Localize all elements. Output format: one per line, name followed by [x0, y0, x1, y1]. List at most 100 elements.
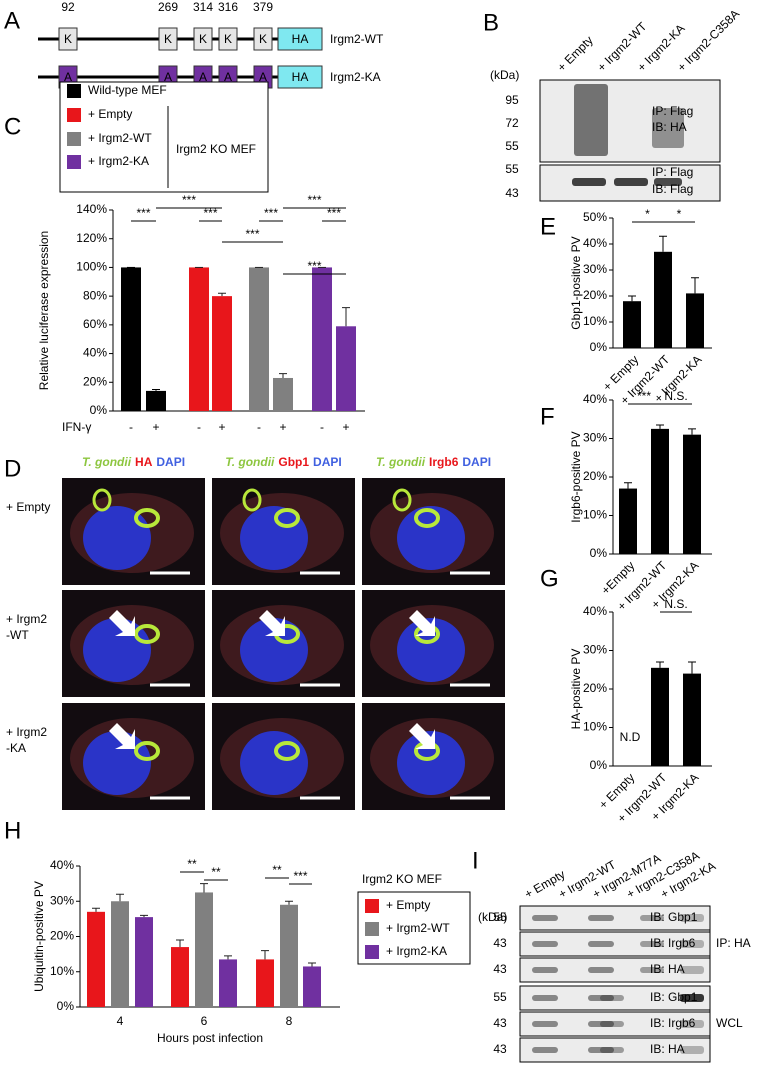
ha-tag-label: HA [292, 32, 309, 46]
parasite [242, 488, 262, 512]
bar [135, 917, 153, 1007]
y-tick-label: 30% [583, 431, 607, 445]
error-bar [152, 388, 160, 391]
blot-band [588, 915, 614, 921]
column-header-part: T. gondii [82, 455, 132, 469]
blot-band [680, 994, 704, 1002]
column-header: T. gondii Irgb6 DAPI [376, 455, 491, 469]
y-tick-label: 40% [583, 236, 607, 250]
annotation: *** [136, 206, 150, 220]
marker-label: 43 [493, 1016, 507, 1030]
legend-swatch [67, 132, 81, 146]
bar [312, 267, 332, 411]
bar [111, 901, 129, 1007]
parasite [414, 508, 440, 528]
error-bar [628, 295, 636, 302]
error-bar [624, 482, 632, 489]
error-bar [688, 661, 696, 674]
blot [539, 79, 721, 163]
y-tick-label: 60% [83, 317, 107, 331]
marker-label: 43 [493, 1042, 507, 1056]
residue-number: 92 [61, 0, 75, 14]
arrow [409, 723, 435, 749]
nucleus [83, 506, 151, 570]
annotation: ** [272, 863, 282, 877]
nucleus [240, 618, 308, 682]
arrow [409, 610, 435, 636]
bar [619, 488, 637, 554]
error-bar [285, 900, 293, 905]
residue-letter: A [64, 70, 72, 84]
blot-band [680, 1020, 704, 1028]
column-header: T. gondii Gbp1 DAPI [225, 455, 341, 469]
annotation: * [645, 207, 650, 221]
legend-swatch [365, 899, 379, 913]
column-header-part: DAPI [313, 455, 342, 469]
panel-label: E [540, 213, 556, 240]
blot-band [640, 915, 664, 921]
blot-band [532, 995, 558, 1001]
x-tick-label: 8 [286, 1014, 293, 1028]
bar [146, 390, 166, 411]
y-tick-label: 10% [50, 964, 74, 978]
residue-letter: K [64, 32, 72, 46]
error-bar [308, 962, 316, 967]
bar [249, 267, 269, 411]
x-tick-label: - [129, 420, 133, 434]
y-tick-label: 20% [583, 288, 607, 302]
residue-number: 316 [218, 0, 238, 14]
error-bar [691, 277, 699, 294]
bar [336, 326, 356, 411]
annotation: *** [293, 869, 307, 883]
error-bar [116, 893, 124, 902]
y-axis-label: HA-positive PV [569, 649, 583, 730]
blot-band [680, 914, 704, 922]
y-tick-label: 40% [583, 604, 607, 618]
y-tick-label: 40% [583, 392, 607, 406]
parasite [274, 508, 300, 528]
annotation: *** [264, 206, 278, 220]
y-tick-label: 20% [50, 929, 74, 943]
bar [654, 251, 672, 348]
y-axis-label: Irgb6-positive PV [569, 431, 583, 522]
blot-band [600, 1047, 624, 1053]
blot-band [574, 84, 608, 156]
blot-label: IP: Flag [652, 104, 693, 118]
blot-band [588, 941, 614, 947]
annotation: *** [327, 206, 341, 220]
blot-label: IB: Flag [652, 182, 693, 196]
ha-tag-label: HA [292, 70, 309, 84]
y-tick-label: 50% [583, 210, 607, 224]
bar [683, 673, 701, 766]
x-tick-label: - [197, 420, 201, 434]
residue-letter: K [259, 32, 267, 46]
error-bar [656, 661, 664, 668]
residue-letter: A [259, 70, 267, 84]
blot-band [680, 1046, 704, 1054]
legend-label: Wild-type MEF [88, 83, 167, 97]
x-tick-label: 4 [117, 1014, 124, 1028]
residue-box [218, 27, 238, 51]
panel-label: H [4, 817, 21, 844]
blot-band [532, 941, 558, 947]
panel-label: B [483, 9, 499, 36]
bar [686, 293, 704, 348]
annotation: ** [187, 857, 197, 871]
blot-band [588, 995, 614, 1001]
blot-label: IP: Flag [652, 165, 693, 179]
group-label: IP: HA [716, 936, 751, 950]
marker-label: 95 [505, 93, 519, 107]
blot-band [654, 178, 682, 186]
parasite [134, 508, 160, 528]
y-axis-label: Ubiquitin-positive PV [32, 881, 46, 992]
y-tick-label: 20% [583, 681, 607, 695]
x-tick-label: + [218, 420, 225, 434]
residue-box [193, 27, 213, 51]
kda-label: (kDa) [490, 68, 519, 82]
error-bar [342, 307, 350, 327]
marker-label: 43 [493, 962, 507, 976]
y-tick-label: 40% [50, 858, 74, 872]
y-tick-label: 30% [583, 262, 607, 276]
nucleus [83, 731, 151, 795]
residue-box [58, 27, 78, 51]
